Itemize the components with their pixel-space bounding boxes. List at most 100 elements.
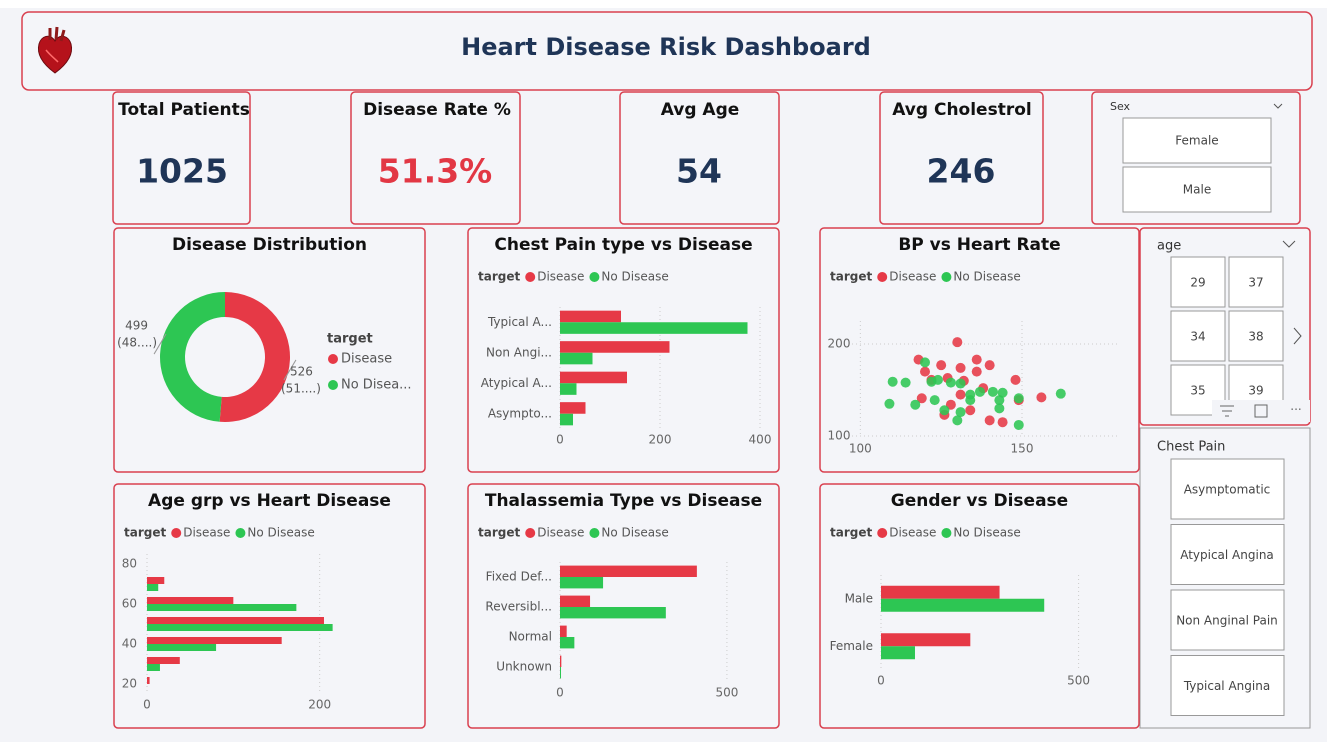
legend-title: target <box>830 526 872 540</box>
focus-icon[interactable] <box>1254 404 1268 418</box>
slicer-item-label[interactable]: Non Anginal Pain <box>1176 614 1278 628</box>
scatter-point <box>900 377 911 388</box>
top-strip <box>0 0 1327 8</box>
y-category-label: Non Angi... <box>486 345 552 359</box>
bar <box>560 371 627 384</box>
y-category-label: Typical A... <box>487 315 552 329</box>
scatter-point <box>887 376 898 387</box>
legend-label: No Disea... <box>341 378 412 393</box>
legend-title: target <box>478 526 520 540</box>
y-category-label: Reversibl... <box>485 600 552 614</box>
legend-marker <box>589 272 600 282</box>
donut-slice <box>219 291 291 422</box>
data-label: 526 <box>290 364 313 378</box>
legend-marker <box>941 528 952 538</box>
slicer-title: Chest Pain <box>1157 440 1225 455</box>
y-tick-label: 100 <box>828 429 851 443</box>
scatter-point <box>1055 388 1066 399</box>
slicer-title: age <box>1157 239 1181 254</box>
scatter-point <box>987 386 998 397</box>
bar <box>147 624 333 631</box>
kpi-label: Total Patients <box>118 100 250 120</box>
next-arrow[interactable] <box>1293 327 1302 345</box>
scatter-point <box>945 377 956 388</box>
slicer-item-label[interactable]: 29 <box>1190 276 1205 290</box>
chart-title: Disease Distribution <box>172 235 367 255</box>
slicer-item[interactable] <box>1170 310 1226 362</box>
slicer-item-label[interactable]: Typical Angina <box>1183 679 1270 693</box>
bar <box>881 633 971 647</box>
scatter-point <box>994 395 1005 406</box>
scatter-point <box>997 417 1008 428</box>
slicer-item-label[interactable]: 35 <box>1190 384 1205 398</box>
y-tick-label: 60 <box>122 597 137 611</box>
legend-label: Disease <box>537 526 584 540</box>
x-tick-label: 150 <box>1011 442 1034 456</box>
chevron[interactable] <box>1282 240 1296 248</box>
slicer-item[interactable] <box>1170 256 1226 308</box>
leader-line <box>153 333 167 355</box>
bar <box>881 646 915 660</box>
bar <box>147 597 234 604</box>
legend-label: No Disease <box>247 526 314 540</box>
y-category-label: Male <box>845 591 873 605</box>
slicer-item-label[interactable]: 39 <box>1248 384 1263 398</box>
slicer-item[interactable] <box>1170 458 1285 520</box>
bar <box>881 585 1000 599</box>
x-tick-label: 0 <box>143 698 151 712</box>
scatter-point <box>1013 419 1024 430</box>
slicer-item-label[interactable]: 34 <box>1190 330 1205 344</box>
y-tick-label: 200 <box>828 337 851 351</box>
more-icon[interactable]: ··· <box>1290 403 1301 417</box>
slicer-item-label[interactable]: Asymptomatic <box>1184 483 1271 497</box>
slicer-item[interactable] <box>1170 655 1285 716</box>
legend-marker <box>877 272 888 282</box>
legend-marker <box>525 528 536 538</box>
slicer-item-label[interactable]: Male <box>1183 183 1211 197</box>
x-tick-label: 0 <box>556 433 564 447</box>
slicer-item[interactable] <box>1122 166 1272 213</box>
scatter-point <box>1010 374 1021 385</box>
bar <box>560 413 573 426</box>
kpi-label: Avg Age <box>661 100 740 120</box>
kpi-card <box>112 91 251 225</box>
header-card <box>21 11 1313 91</box>
slicer-item[interactable] <box>1228 256 1284 308</box>
x-tick-label: 400 <box>749 433 772 447</box>
y-tick-label: 20 <box>122 677 137 691</box>
slicer-item[interactable] <box>1122 117 1272 164</box>
chart-title: Gender vs Disease <box>891 491 1068 511</box>
bar <box>560 595 591 607</box>
legend-label: Disease <box>341 352 392 367</box>
visual-toolbar: ··· <box>1212 400 1310 422</box>
slicer-item-label[interactable]: Female <box>1175 134 1218 148</box>
scatter-point <box>994 403 1005 414</box>
scatter-point <box>1036 392 1047 403</box>
scatter-point <box>984 415 995 426</box>
slicer-item[interactable] <box>1170 589 1285 651</box>
legend-marker <box>171 528 182 538</box>
kpi-card <box>879 91 1044 225</box>
chart-title: Chest Pain type vs Disease <box>494 235 752 255</box>
legend-title: target <box>327 332 373 347</box>
donut-slice <box>160 292 225 422</box>
slicer-item-label[interactable]: 37 <box>1248 276 1263 290</box>
age-slicer-items: 29 37 34 38 35 39 <box>1170 256 1284 416</box>
legend-label: No Disease <box>953 526 1020 540</box>
y-category-label: Female <box>830 639 873 653</box>
bar <box>560 625 567 637</box>
scatter-point <box>910 399 921 410</box>
slicer-item[interactable] <box>1170 524 1285 585</box>
chevron[interactable] <box>1273 103 1283 109</box>
slicer-item-label[interactable]: 38 <box>1248 330 1263 344</box>
legend-label: No Disease <box>601 270 668 284</box>
legend-marker <box>328 380 338 390</box>
slicer-item[interactable] <box>1228 310 1284 362</box>
legend-label: Disease <box>889 270 936 284</box>
bar <box>147 657 180 664</box>
bar <box>560 577 604 589</box>
filter-icon[interactable] <box>1220 405 1234 417</box>
legend-marker <box>941 272 952 282</box>
y-category-label: Unknown <box>496 660 552 674</box>
slicer-item-label[interactable]: Atypical Angina <box>1180 548 1274 562</box>
